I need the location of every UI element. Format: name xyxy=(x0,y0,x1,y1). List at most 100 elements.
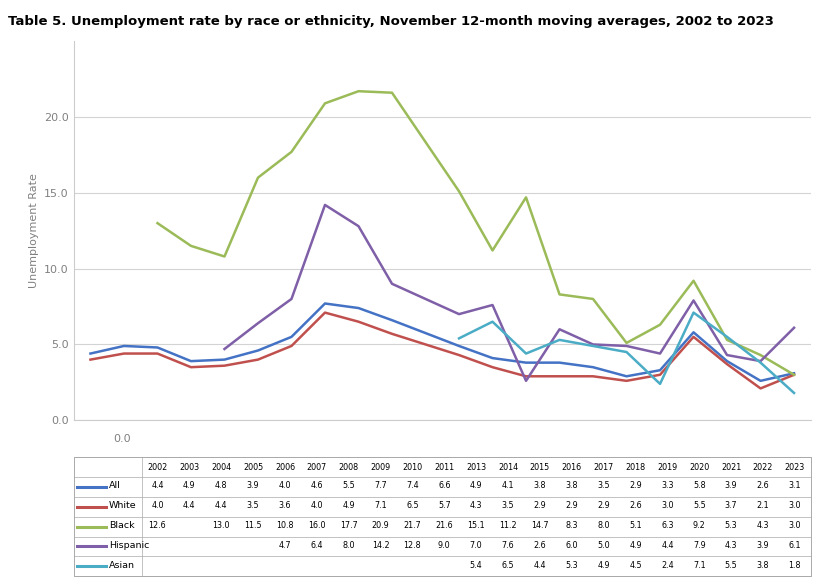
Text: 2022: 2022 xyxy=(753,463,773,472)
Text: 3.9: 3.9 xyxy=(247,482,260,490)
Text: 4.4: 4.4 xyxy=(152,482,164,490)
Text: 6.5: 6.5 xyxy=(502,561,514,570)
Text: 6.0: 6.0 xyxy=(566,541,578,550)
Text: 5.5: 5.5 xyxy=(342,482,355,490)
Text: 9.2: 9.2 xyxy=(693,521,706,530)
Text: 14.7: 14.7 xyxy=(531,521,549,530)
Text: 2015: 2015 xyxy=(530,463,550,472)
Text: 4.8: 4.8 xyxy=(215,482,228,490)
Text: 11.2: 11.2 xyxy=(500,521,517,530)
Text: 2004: 2004 xyxy=(211,463,231,472)
Text: Black: Black xyxy=(109,521,134,530)
Text: 4.4: 4.4 xyxy=(661,541,674,550)
Text: 3.5: 3.5 xyxy=(502,501,514,510)
Text: 8.0: 8.0 xyxy=(597,521,610,530)
Text: 20.9: 20.9 xyxy=(372,521,389,530)
Text: 4.9: 4.9 xyxy=(470,482,482,490)
Text: 4.5: 4.5 xyxy=(629,561,642,570)
Text: 2.1: 2.1 xyxy=(757,501,769,510)
Text: 3.6: 3.6 xyxy=(278,501,292,510)
Text: 21.7: 21.7 xyxy=(404,521,421,530)
Text: 2.6: 2.6 xyxy=(629,501,642,510)
Text: 2023: 2023 xyxy=(785,463,805,472)
Text: 4.9: 4.9 xyxy=(629,541,642,550)
Text: 13.0: 13.0 xyxy=(212,521,230,530)
Text: Asian: Asian xyxy=(109,561,135,570)
Text: 5.4: 5.4 xyxy=(470,561,482,570)
Text: 6.6: 6.6 xyxy=(438,482,450,490)
Text: 4.3: 4.3 xyxy=(470,501,482,510)
Text: 5.3: 5.3 xyxy=(725,521,737,530)
Text: 3.8: 3.8 xyxy=(566,482,578,490)
Text: 6.1: 6.1 xyxy=(789,541,801,550)
Text: Hispanic: Hispanic xyxy=(109,541,149,550)
Text: 8.3: 8.3 xyxy=(566,521,578,530)
Text: 4.9: 4.9 xyxy=(597,561,610,570)
Text: 2002: 2002 xyxy=(147,463,168,472)
Text: 4.9: 4.9 xyxy=(342,501,355,510)
Text: 14.2: 14.2 xyxy=(372,541,389,550)
Text: 4.3: 4.3 xyxy=(757,521,769,530)
Text: 7.6: 7.6 xyxy=(502,541,514,550)
Text: 4.4: 4.4 xyxy=(183,501,196,510)
Text: 4.1: 4.1 xyxy=(502,482,514,490)
Text: 2016: 2016 xyxy=(562,463,581,472)
Bar xyxy=(74,457,811,576)
Text: 9.0: 9.0 xyxy=(438,541,450,550)
Text: 4.0: 4.0 xyxy=(152,501,164,510)
Text: 17.7: 17.7 xyxy=(340,521,358,530)
Text: 2.9: 2.9 xyxy=(597,501,610,510)
Text: 2003: 2003 xyxy=(179,463,199,472)
Text: 7.1: 7.1 xyxy=(693,561,706,570)
Text: 2.6: 2.6 xyxy=(534,541,546,550)
Text: 6.5: 6.5 xyxy=(406,501,419,510)
Text: 3.8: 3.8 xyxy=(534,482,546,490)
Text: 2014: 2014 xyxy=(498,463,518,472)
Text: All: All xyxy=(109,482,121,490)
Text: 4.0: 4.0 xyxy=(278,482,292,490)
Text: 3.1: 3.1 xyxy=(789,482,801,490)
Text: 3.7: 3.7 xyxy=(725,501,737,510)
Text: 2008: 2008 xyxy=(338,463,359,472)
Text: 3.9: 3.9 xyxy=(725,482,737,490)
Text: 2021: 2021 xyxy=(721,463,741,472)
Text: 3.9: 3.9 xyxy=(757,541,769,550)
Text: 3.5: 3.5 xyxy=(247,501,260,510)
Text: 8.0: 8.0 xyxy=(342,541,355,550)
Text: 2010: 2010 xyxy=(402,463,423,472)
Text: 15.1: 15.1 xyxy=(468,521,485,530)
Text: 2017: 2017 xyxy=(594,463,613,472)
Text: 6.3: 6.3 xyxy=(661,521,674,530)
Text: 2.9: 2.9 xyxy=(629,482,642,490)
Text: 5.0: 5.0 xyxy=(597,541,610,550)
Text: 4.4: 4.4 xyxy=(215,501,228,510)
Text: 5.3: 5.3 xyxy=(565,561,578,570)
Text: 7.4: 7.4 xyxy=(406,482,419,490)
Text: 16.0: 16.0 xyxy=(308,521,326,530)
Text: 2007: 2007 xyxy=(306,463,327,472)
Text: 7.0: 7.0 xyxy=(470,541,482,550)
Text: 12.8: 12.8 xyxy=(404,541,421,550)
Text: 2.6: 2.6 xyxy=(757,482,769,490)
Text: 4.3: 4.3 xyxy=(725,541,737,550)
Text: 7.9: 7.9 xyxy=(693,541,706,550)
Text: 5.5: 5.5 xyxy=(725,561,737,570)
Text: 2009: 2009 xyxy=(370,463,391,472)
Text: 5.7: 5.7 xyxy=(438,501,450,510)
Text: 3.8: 3.8 xyxy=(757,561,769,570)
Text: 5.1: 5.1 xyxy=(629,521,642,530)
Text: 2011: 2011 xyxy=(434,463,455,472)
Text: 2.9: 2.9 xyxy=(533,501,546,510)
Text: 3.0: 3.0 xyxy=(789,521,801,530)
Text: 2020: 2020 xyxy=(689,463,709,472)
Text: 2005: 2005 xyxy=(243,463,263,472)
Text: 1.8: 1.8 xyxy=(789,561,801,570)
Text: 5.5: 5.5 xyxy=(693,501,706,510)
Text: 2013: 2013 xyxy=(466,463,486,472)
Text: 10.8: 10.8 xyxy=(276,521,294,530)
Text: 6.4: 6.4 xyxy=(310,541,323,550)
Text: 3.0: 3.0 xyxy=(789,501,801,510)
Text: 2.9: 2.9 xyxy=(565,501,578,510)
Text: 2006: 2006 xyxy=(275,463,295,472)
Text: 4.6: 4.6 xyxy=(310,482,323,490)
